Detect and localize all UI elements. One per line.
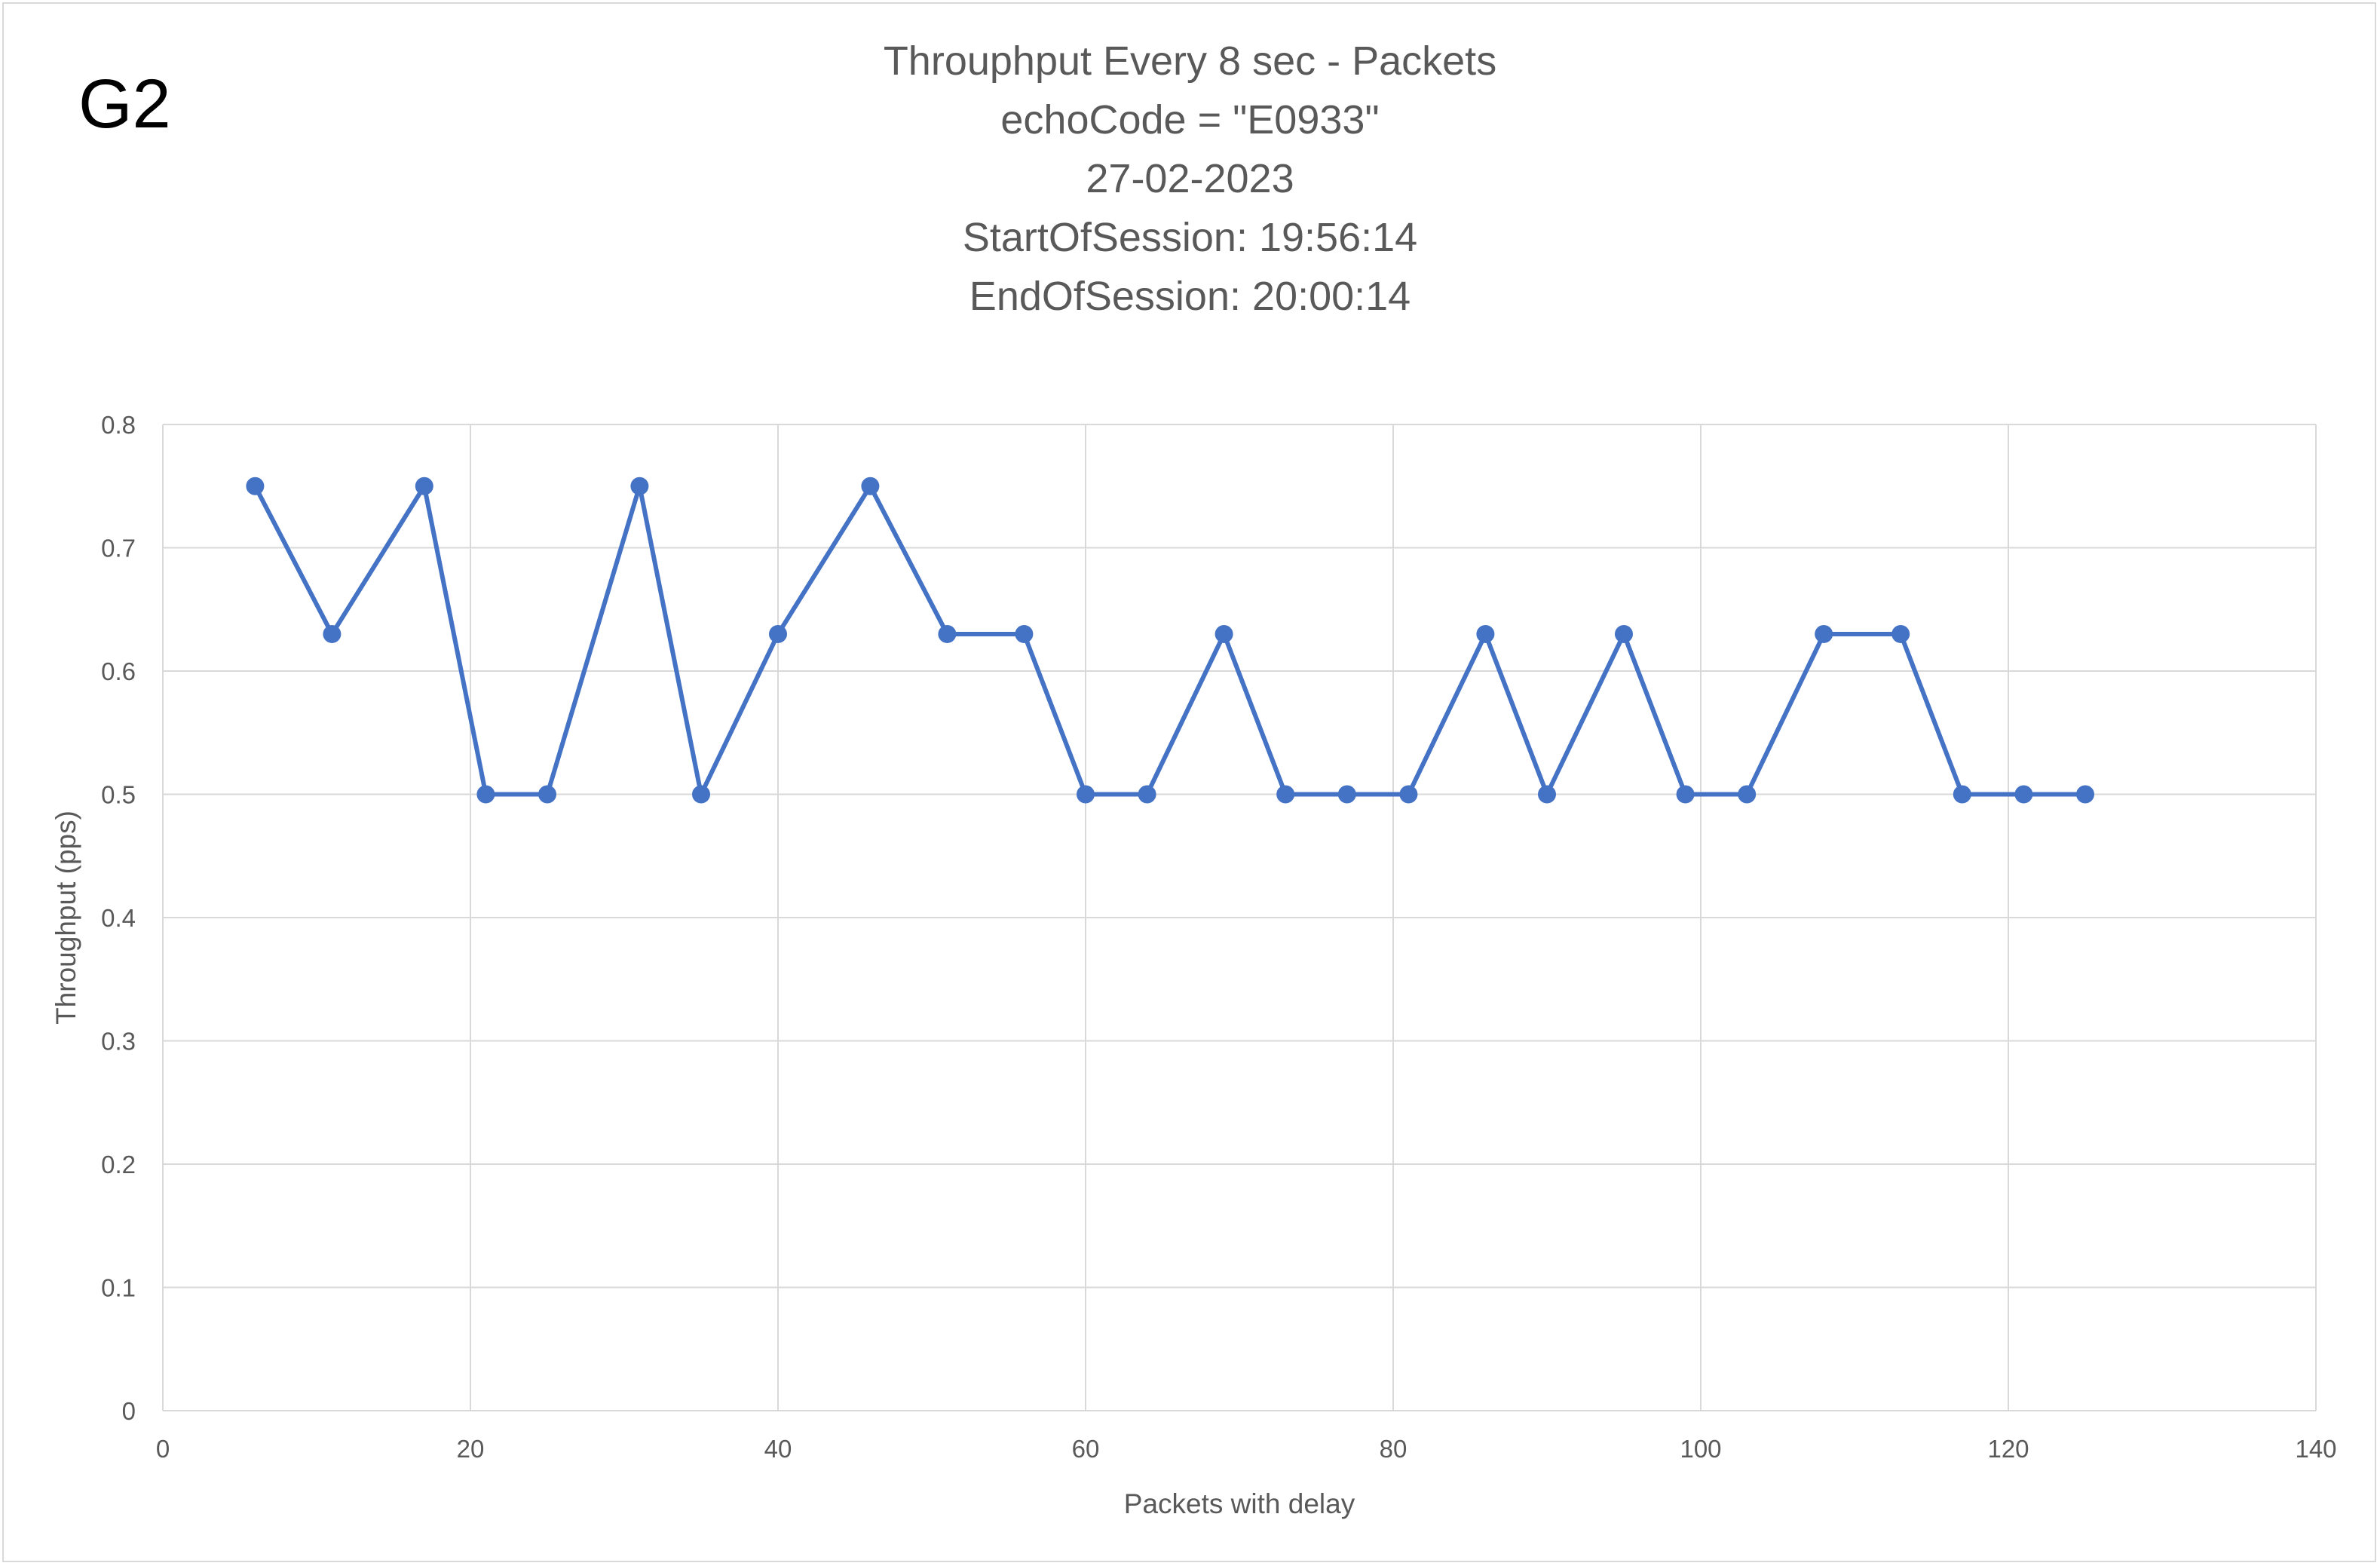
x-tick-label: 80 [1380, 1435, 1407, 1463]
data-point [2076, 785, 2094, 804]
title-line: 27-02-2023 [1086, 156, 1294, 201]
x-tick-label: 120 [1987, 1435, 2029, 1463]
x-tick-label: 140 [2295, 1435, 2336, 1463]
data-point [1953, 785, 1971, 804]
data-point [476, 785, 495, 804]
y-tick-label: 0.3 [101, 1028, 136, 1056]
data-point [415, 477, 433, 495]
y-axis-label: Throughput (pps) [51, 811, 81, 1025]
y-tick-label: 0 [122, 1397, 136, 1425]
x-tick-label: 0 [156, 1435, 170, 1463]
data-point [246, 477, 265, 495]
title-line: echoCode = "E0933" [1000, 97, 1380, 143]
data-point [1815, 624, 1833, 643]
data-point [1399, 785, 1418, 804]
data-point [692, 785, 710, 804]
data-point [1138, 785, 1156, 804]
title-line: StartOfSession: 19:56:14 [962, 215, 1418, 260]
data-point [1891, 624, 1910, 643]
data-point [2014, 785, 2033, 804]
x-tick-label: 60 [1072, 1435, 1100, 1463]
chart-title: Throuphput Every 8 sec - Packets echoCod… [0, 32, 2380, 326]
data-point [1615, 624, 1633, 643]
data-point [630, 477, 649, 495]
data-point [538, 785, 556, 804]
series-group [246, 477, 2094, 804]
grid-lines [162, 424, 2317, 1411]
series-line [253, 483, 2085, 797]
data-point [1276, 785, 1295, 804]
data-point [1538, 785, 1556, 804]
data-point [769, 624, 787, 643]
y-tick-label: 0.1 [101, 1274, 136, 1302]
x-tick-label: 100 [1680, 1435, 1721, 1463]
y-axis-ticks: 0 0.1 0.2 0.3 0.4 0.5 0.6 0.7 0.8 [101, 411, 136, 1425]
data-point [1015, 624, 1034, 643]
y-tick-label: 0.8 [101, 411, 136, 439]
y-tick-label: 0.6 [101, 657, 136, 685]
x-axis-ticks: 0 20 40 60 80 100 120 140 [156, 1435, 2337, 1463]
data-point [938, 624, 957, 643]
data-point [1077, 785, 1095, 804]
chart-badge: G2 [78, 66, 171, 143]
data-point [1215, 624, 1233, 643]
data-point [861, 477, 880, 495]
x-tick-label: 40 [764, 1435, 792, 1463]
x-tick-label: 20 [457, 1435, 485, 1463]
y-tick-label: 0.5 [101, 781, 136, 809]
y-tick-label: 0.7 [101, 535, 136, 562]
data-point [1676, 785, 1695, 804]
data-point [1337, 785, 1356, 804]
data-point [1476, 624, 1495, 643]
y-tick-label: 0.2 [101, 1151, 136, 1178]
title-line: Throuphput Every 8 sec - Packets [883, 38, 1497, 84]
x-axis-label: Packets with delay [1124, 1488, 1355, 1519]
data-point [1738, 785, 1757, 804]
data-point [323, 624, 342, 643]
title-line: EndOfSession: 20:00:14 [969, 274, 1411, 319]
y-tick-label: 0.4 [101, 904, 136, 932]
